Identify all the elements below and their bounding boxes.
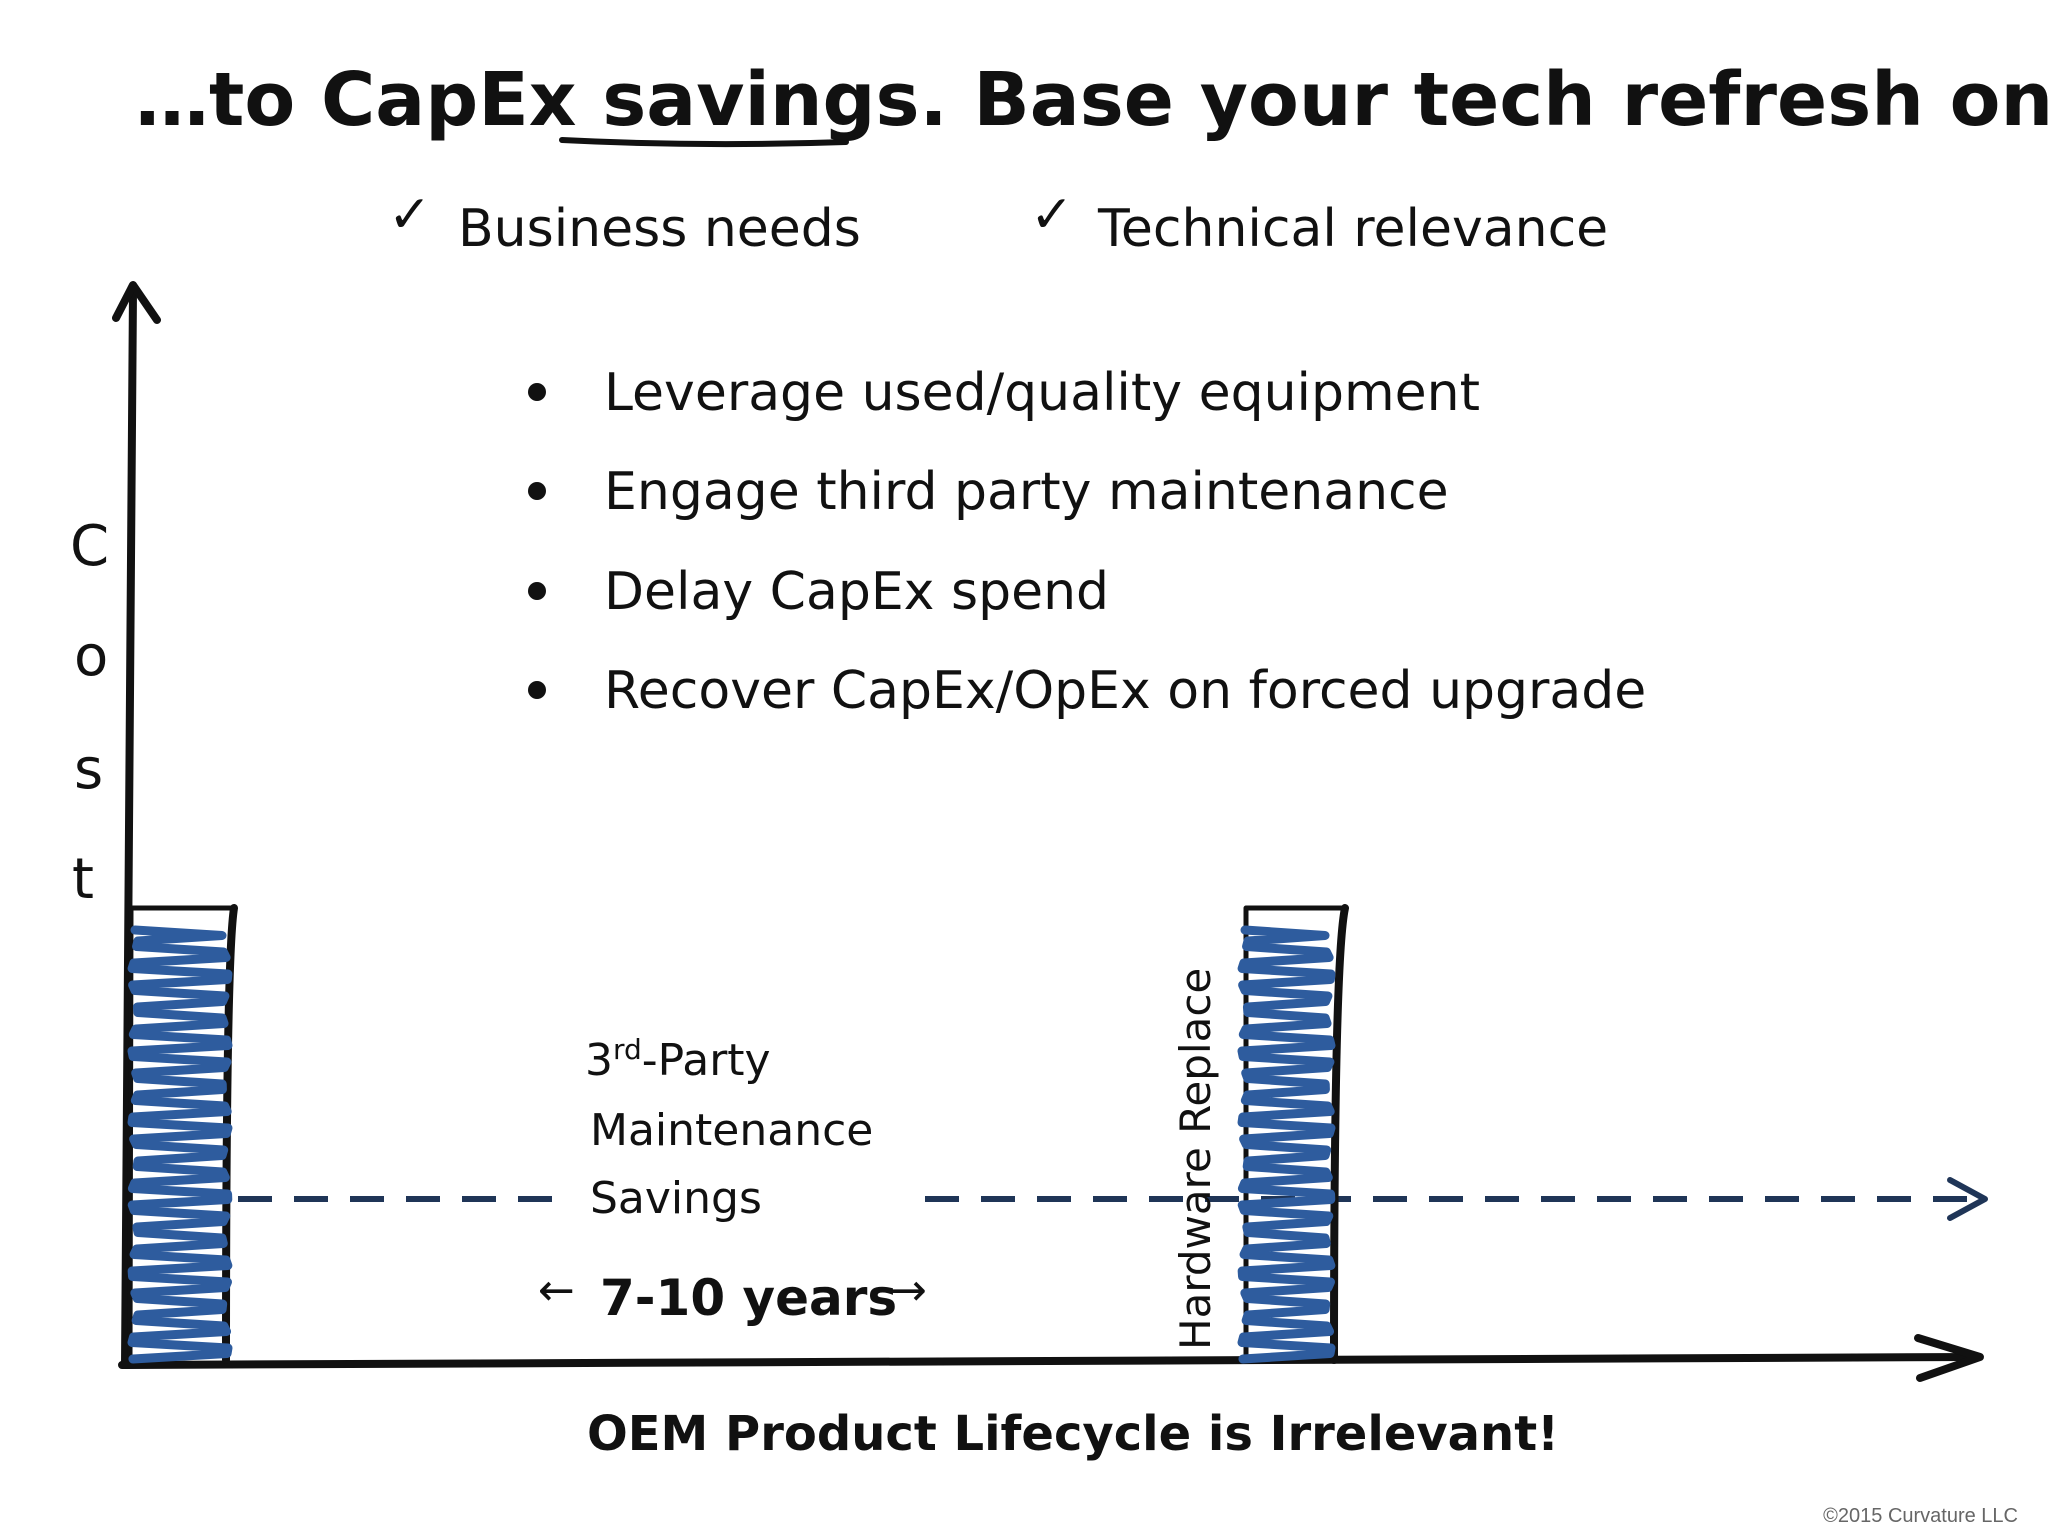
bullet-item: Delay CapEx spend — [604, 562, 1109, 622]
criterion-check-icon: ✓ — [388, 185, 432, 245]
criterion-technical-relevance: Technical relevance — [1097, 199, 1608, 259]
savings-label-line2: Maintenance — [590, 1105, 873, 1156]
savings-label-superscript: rd — [613, 1033, 642, 1066]
criterion-check-icon: ✓ — [1030, 185, 1074, 245]
replace-bar-right-edge — [1330, 904, 1349, 1364]
dashed-line-arrowhead — [1947, 1177, 1988, 1221]
replace-bar-scribble-fill — [1237, 925, 1336, 1364]
footer-caption: OEM Product Lifecycle is Irrelevant! — [587, 1406, 1559, 1462]
bullet-dot — [528, 582, 546, 600]
x-axis-arrowhead — [1914, 1334, 1984, 1382]
duration-label: 7-10 years — [600, 1269, 897, 1327]
initial-bar-scribble-fill — [127, 925, 233, 1364]
title-underlined-word: savings — [602, 57, 919, 143]
savings-label-number: 3 — [585, 1035, 613, 1086]
y-axis-letter: o — [74, 624, 108, 689]
hardware-replace-bar — [1237, 904, 1349, 1364]
x-axis-line — [118, 1353, 1979, 1369]
bullet-item: Engage third party maintenance — [604, 462, 1449, 522]
hardware-replace-label: Hardware Replace — [1171, 968, 1220, 1350]
y-axis-letter: t — [72, 847, 94, 912]
duration-right-arrow-icon: → — [890, 1265, 927, 1316]
bullet-item: Leverage used/quality equipment — [604, 363, 1480, 423]
bullet-item: Recover CapEx/OpEx on forced upgrade — [604, 661, 1646, 721]
y-axis-line — [121, 286, 137, 1369]
savings-label-suffix: -Party — [642, 1035, 771, 1086]
title-suffix: . Base your tech refresh on: — [920, 57, 2048, 143]
savings-label-line1: 3rd-Party — [585, 1033, 771, 1086]
savings-label-line3: Savings — [590, 1173, 762, 1224]
criterion-business-needs: Business needs — [458, 199, 861, 259]
y-axis-arrowhead — [112, 281, 161, 324]
slide-title: …to CapEx savings. Base your tech refres… — [135, 57, 2048, 143]
title-prefix: …to CapEx — [135, 57, 602, 143]
copyright-notice: ©2015 Curvature LLC — [1823, 1505, 2018, 1527]
bullet-dot — [528, 383, 546, 401]
bullet-dot — [528, 681, 546, 699]
bullet-dot — [528, 482, 546, 500]
duration-left-arrow-icon: ← — [538, 1265, 575, 1316]
title-underline — [559, 137, 849, 148]
y-axis-letter: C — [70, 514, 109, 579]
y-axis-letter: s — [74, 737, 103, 802]
initial-purchase-bar — [127, 904, 238, 1364]
